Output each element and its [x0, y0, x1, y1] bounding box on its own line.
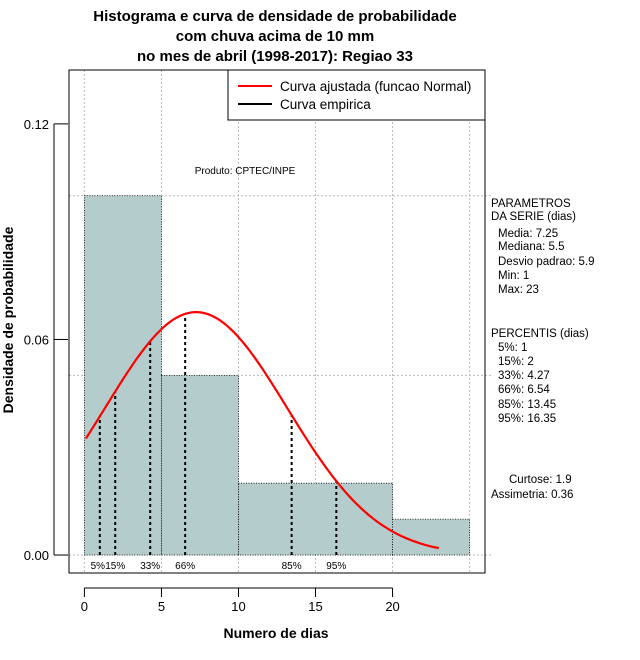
param: Media: 7.25 — [498, 228, 558, 240]
histogram-bar — [161, 374, 239, 556]
percentile-label: 66% — [175, 561, 195, 572]
normal-curve — [84, 311, 440, 550]
x-tick-label: 20 — [385, 599, 399, 614]
percentil: 85%: 13.45 — [498, 399, 556, 411]
histogram-bar — [238, 482, 393, 556]
percentile-label: 85% — [282, 561, 302, 572]
histogram-bars — [84, 195, 470, 556]
percentile-lines: 5% 15% 33% 66% 85% 95% — [91, 313, 346, 572]
percentil: 66%: 6.54 — [498, 384, 550, 396]
axes: 0 5 10 15 20 0.00 0.06 0.12 — [24, 117, 400, 614]
y-tick-label: 0.00 — [24, 548, 49, 563]
title-line-2: com chuva acima de 10 mm — [176, 28, 374, 45]
legend-label-fitted: Curva ajustada (funcao Normal) — [280, 79, 471, 94]
params-title-2: DA SERIE (dias) — [491, 211, 576, 223]
percentis-title: PERCENTIS (dias) — [491, 328, 589, 340]
product-annotation: Produto: CPTEC/INPE — [195, 166, 296, 177]
param: Desvio padrao: 5.9 — [498, 256, 595, 268]
x-tick-label: 10 — [231, 599, 245, 614]
assimetria: Assimetria: 0.36 — [491, 489, 573, 501]
percentil: 95%: 16.35 — [498, 413, 556, 425]
percentile-label: 5% — [91, 561, 106, 572]
x-tick-label: 5 — [158, 599, 165, 614]
param: Mediana: 5.5 — [498, 241, 565, 253]
title-line-1: Histograma e curva de densidade de proba… — [93, 8, 456, 25]
legend-label-empirical: Curva empirica — [280, 97, 371, 112]
percentile-label: 95% — [326, 561, 346, 572]
x-tick-label: 15 — [308, 599, 322, 614]
title-line-3: no mes de abril (1998-2017): Regiao 33 — [137, 48, 413, 65]
param: Max: 23 — [498, 284, 539, 296]
percentil: 5%: 1 — [498, 342, 527, 354]
chart-title: Histograma e curva de densidade de proba… — [93, 8, 456, 65]
histogram-bar — [84, 195, 162, 556]
legend: Curva ajustada (funcao Normal) Curva emp… — [227, 69, 486, 121]
x-axis-label: Numero de dias — [223, 625, 328, 641]
param: Min: 1 — [498, 270, 529, 282]
percentil: 33%: 4.27 — [498, 370, 550, 382]
percentil: 15%: 2 — [498, 356, 534, 368]
percentile-label: 15% — [105, 561, 125, 572]
percentile-label: 33% — [140, 561, 160, 572]
y-axis-label: Densidade de probabilidade — [0, 226, 16, 413]
curtose: Curtose: 1.9 — [509, 474, 572, 486]
stats-panel: PARAMETROS DA SERIE (dias) Media: 7.25 M… — [491, 198, 595, 501]
y-tick-label: 0.12 — [24, 117, 49, 132]
x-tick-label: 0 — [81, 599, 88, 614]
y-tick-label: 0.06 — [24, 332, 49, 347]
params-title-1: PARAMETROS — [491, 198, 571, 210]
